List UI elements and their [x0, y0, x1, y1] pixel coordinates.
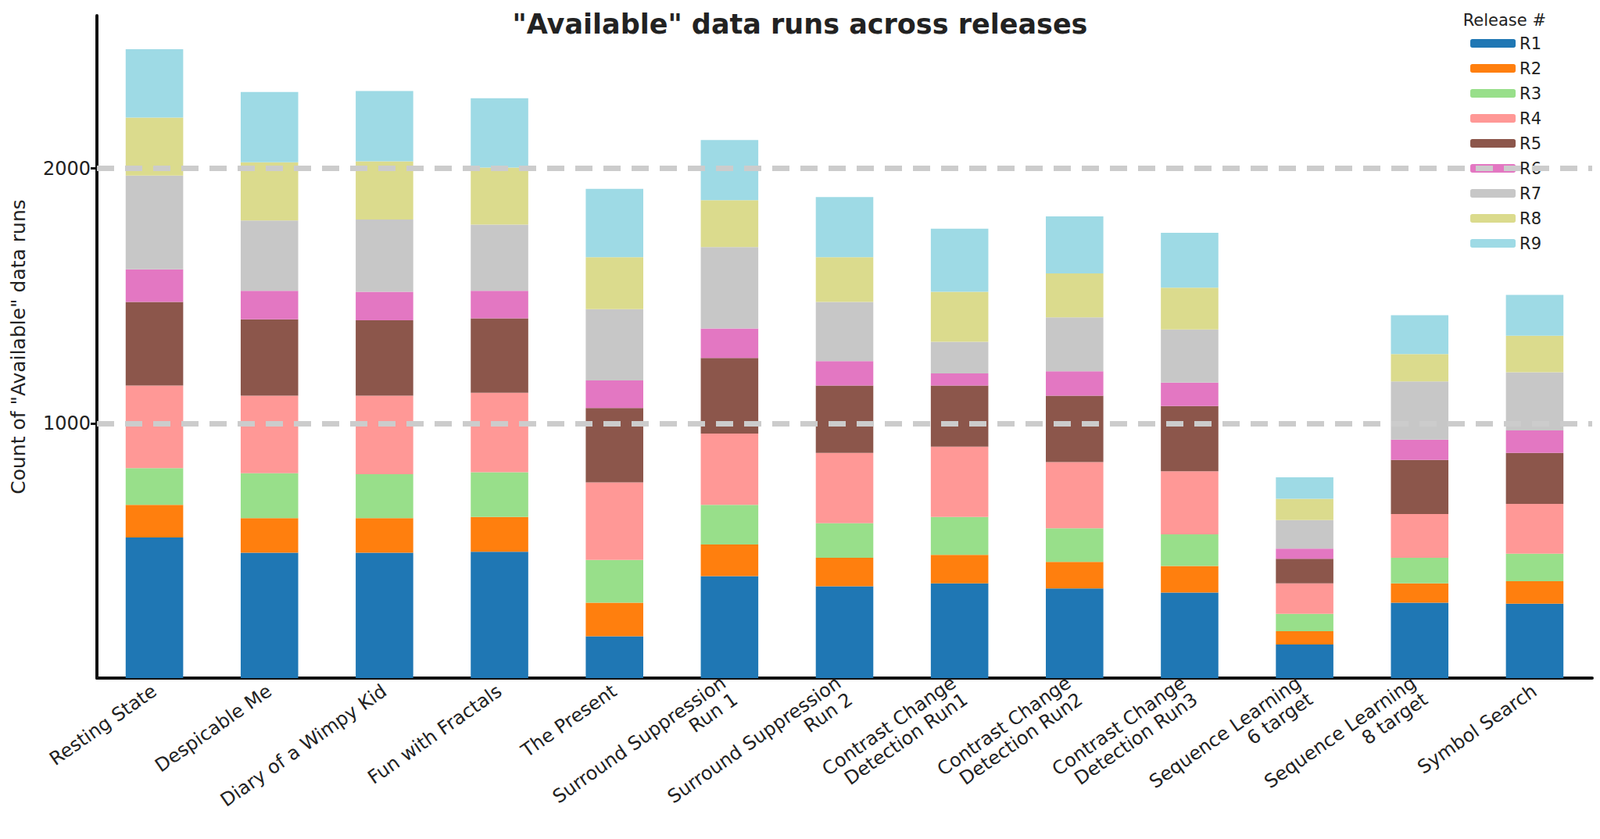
svg-text:R7: R7 [1519, 184, 1542, 204]
svg-text:Run 2: Run 2 [799, 688, 857, 738]
svg-text:R5: R5 [1519, 134, 1542, 154]
svg-text:Diary of a Wimpy Kid: Diary of a Wimpy Kid [216, 680, 391, 813]
svg-text:Contrast Change: Contrast Change [818, 672, 960, 781]
svg-text:Count of "Available" data runs: Count of "Available" data runs [7, 199, 30, 495]
svg-text:Resting State: Resting State [45, 680, 162, 771]
svg-text:Surround Suppression: Surround Suppression [663, 672, 845, 809]
svg-text:R3: R3 [1519, 84, 1542, 104]
svg-text:Contrast Change: Contrast Change [933, 672, 1076, 781]
svg-text:Symbol Search: Symbol Search [1413, 680, 1541, 780]
svg-text:Run 1: Run 1 [684, 688, 742, 738]
svg-text:Release #: Release # [1463, 10, 1547, 30]
svg-text:Sequence Learning: Sequence Learning [1259, 672, 1421, 794]
svg-text:8 target: 8 target [1357, 688, 1432, 750]
svg-text:Detection Run2: Detection Run2 [955, 688, 1087, 790]
svg-text:R9: R9 [1519, 234, 1542, 254]
svg-text:Surround Suppression: Surround Suppression [548, 672, 730, 809]
svg-text:1000: 1000 [42, 412, 91, 435]
svg-text:2000: 2000 [42, 157, 91, 180]
svg-text:Detection Run3: Detection Run3 [1070, 688, 1202, 790]
svg-text:R6: R6 [1519, 159, 1542, 178]
svg-text:Fun with Fractals: Fun with Fractals [363, 680, 506, 790]
svg-text:R2: R2 [1519, 59, 1542, 79]
svg-text:The Present: The Present [517, 680, 621, 763]
svg-text:Detection Run1: Detection Run1 [840, 688, 972, 790]
svg-text:Sequence Learning: Sequence Learning [1145, 672, 1306, 794]
svg-text:R4: R4 [1519, 109, 1542, 129]
svg-text:Contrast Change: Contrast Change [1048, 672, 1191, 781]
svg-text:R8: R8 [1519, 209, 1542, 229]
svg-text:Despicable Me: Despicable Me [150, 680, 276, 778]
svg-text:R1: R1 [1519, 34, 1542, 54]
svg-text:"Available" data runs across r: "Available" data runs across releases [512, 8, 1089, 40]
svg-text:6 target: 6 target [1242, 688, 1318, 750]
